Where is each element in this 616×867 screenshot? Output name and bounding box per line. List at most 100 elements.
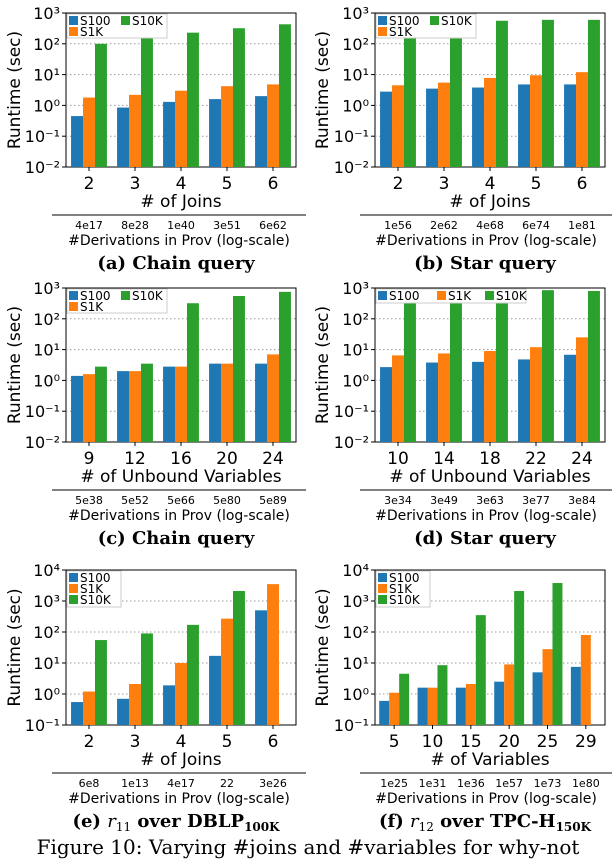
legend-swatch-S100 [378,16,387,25]
bar-S1K-15 [465,684,476,725]
x-axis-label: # of Joins [140,750,221,770]
x-tick-label: 5 [222,174,233,194]
x-tick-label: 5 [531,174,542,194]
bar-S100-2 [71,116,84,167]
legend-label-S1K: S1K [80,300,104,314]
deriv-tick-label: 6e8 [79,777,100,790]
legend-swatch-S10K [121,16,130,25]
y-tick-label: 10³ [33,4,60,23]
panel-title: (c) Chain query [98,528,255,549]
bar-S1K-4 [175,90,187,167]
legend-swatch-S1K [437,291,446,300]
bar-S10K-3 [140,633,153,725]
x-axis-label: # of Joins [449,192,530,212]
panel-title: (b) Star query [414,253,556,274]
x-axis-label: # of Unbound Variables [80,467,281,487]
bar-S10K-10 [403,300,416,442]
bar-S10K-10 [437,665,448,725]
legend-swatch-S100 [69,16,78,25]
deriv-axis-label: #Derivations in Prov (log-scale) [375,508,597,524]
y-tick-label: 10⁰ [33,371,60,390]
x-axis-label: # of Variables [430,750,549,770]
legend-label-S100: S100 [389,571,420,585]
deriv-tick-label: 1e40 [167,219,195,232]
legend-label-S10K: S10K [389,593,421,607]
y-tick-label: 10³ [33,279,60,298]
bar-S1K-5 [221,86,233,167]
legend-label-S10K: S10K [132,289,164,303]
bar-S10K-20 [514,591,525,725]
bar-S1K-4 [484,77,496,167]
deriv-axis-label: #Derivations in Prov (log-scale) [375,233,597,249]
deriv-tick-label: 1e31 [419,777,447,790]
bar-S10K-5 [399,673,410,725]
deriv-tick-label: 3e26 [259,777,287,790]
bar-S100-9 [71,375,84,442]
deriv-tick-label: 1e81 [568,219,596,232]
bar-S10K-4 [186,32,199,167]
y-tick-label: 10⁻² [334,158,369,177]
deriv-tick-label: 3e63 [476,494,504,507]
legend-label-S10K: S10K [496,289,528,303]
y-tick-label: 10² [33,623,60,642]
deriv-tick-label: 4e17 [167,777,195,790]
plot-frame [374,569,606,726]
legend-swatch-S1K [378,584,387,593]
x-tick-label: 10 [387,449,409,469]
bar-S100-2 [380,91,393,167]
panel-title-text: Chain query [132,253,255,274]
figure-caption: Figure 10: Varying #joins and #variables… [36,835,580,859]
deriv-tick-label: 6e62 [259,219,287,232]
bar-S1K-14 [438,353,450,442]
bar-S100-29 [570,666,581,725]
x-tick-label: 5 [389,732,400,752]
panel-title-mid: over TPC-H [434,811,556,832]
x-tick-label: 3 [130,174,141,194]
x-tick-label: 4 [485,174,496,194]
legend-swatch-S1K [69,584,78,593]
bar-S100-16 [163,366,176,442]
y-tick-label: 10¹ [342,654,369,673]
bar-S1K-29 [580,635,591,725]
x-tick-label: 6 [268,174,279,194]
bar-S100-15 [455,687,466,725]
bar-S1K-6 [267,584,279,725]
panel-title: (a) Chain query [97,253,255,274]
bar-S1K-2 [83,97,95,167]
legend-swatch-S100 [69,573,78,582]
bar-S100-24 [255,363,268,442]
bar-S1K-6 [576,72,588,167]
y-axis-label: Runtime (sec) [5,588,25,706]
x-tick-label: 6 [577,174,588,194]
x-tick-label: 9 [84,449,95,469]
x-tick-label: 5 [222,732,233,752]
bar-S100-3 [117,698,130,725]
y-tick-label: 10³ [342,279,369,298]
legend-swatch-S1K [69,302,78,311]
bar-S1K-3 [438,82,450,167]
panel-title-sub: 11 [116,820,131,834]
legend-box [375,13,477,39]
bar-S1K-2 [83,691,95,725]
x-tick-label: 16 [170,449,192,469]
chart-panel-d: 10⁻² 10⁻¹ 10⁰ 10¹ 10² 10³ Runtime (sec) 10 3e34 1… [313,279,612,549]
y-axis-label: Runtime (sec) [5,306,25,424]
bar-S10K-24 [278,291,291,442]
chart-panel-f: 10⁻¹ 10⁰ 10¹ 10² 10³ 10⁴ Runtime (sec) 5 1e25 10 1… [313,561,612,834]
deriv-tick-label: 1e80 [572,777,600,790]
bar-S100-25 [532,672,543,725]
bar-S10K-15 [475,615,486,725]
bar-S100-6 [564,84,577,167]
x-tick-label: 2 [84,174,95,194]
chart-panel-a: 10⁻² 10⁻¹ 10⁰ 10¹ 10² 10³ Runtime (sec) 2 4e17 3 8… [5,4,306,274]
deriv-tick-label: 2e62 [430,219,458,232]
y-tick-label: 10⁻¹ [25,716,60,735]
x-tick-label: 24 [262,449,284,469]
x-tick-label: 15 [460,732,482,752]
deriv-tick-label: 1e25 [380,777,408,790]
bar-S100-10 [380,367,393,442]
bar-S10K-6 [278,24,291,168]
bar-S100-10 [417,687,428,725]
